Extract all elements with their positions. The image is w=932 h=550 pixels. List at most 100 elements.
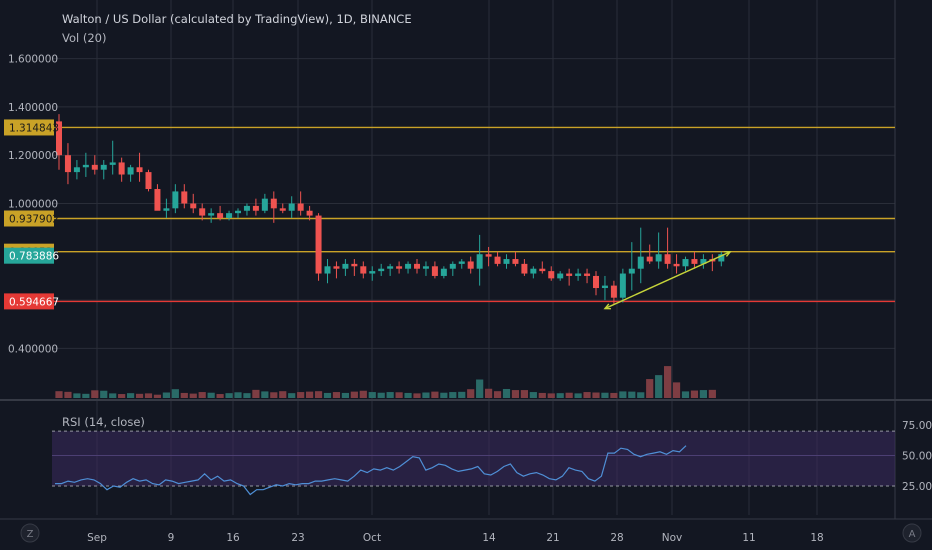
candle-body [369, 271, 376, 274]
candle-body [449, 263, 456, 269]
volume-bar [243, 393, 251, 398]
volume-bar [100, 390, 108, 398]
candle-body [405, 263, 412, 269]
volume-bar [198, 392, 206, 398]
trendline-arrowhead [603, 303, 611, 310]
volume-bar [279, 391, 287, 398]
price-label-value: 1.314843 [9, 122, 59, 134]
candle-body [324, 266, 331, 274]
candle-body [118, 162, 125, 175]
candle-body [64, 155, 71, 173]
candle-body [154, 189, 161, 211]
candle-body [306, 210, 313, 216]
candle-body [548, 271, 555, 279]
candle-body [431, 266, 438, 276]
candle-body [655, 254, 662, 262]
candle-body [503, 259, 510, 264]
volume-bar [306, 391, 314, 398]
volume-bar [413, 393, 421, 398]
volume-bar [574, 393, 582, 398]
trendline-arrowhead [724, 250, 732, 257]
candle-body [199, 208, 206, 216]
axes: 1.600000 1.400000 1.200000 1.000000 0.400000… [4, 54, 932, 544]
candle-body [91, 164, 98, 170]
candle-body [243, 205, 250, 211]
candle-body [163, 208, 170, 211]
candle-body [82, 164, 89, 168]
candle-body [619, 273, 626, 298]
candle-body [378, 268, 385, 272]
volume-bar [655, 375, 663, 398]
volume-bar [440, 392, 448, 398]
candle-body [56, 121, 62, 156]
volume-bar [189, 393, 197, 398]
candle-body [440, 268, 447, 276]
volume-bar [118, 394, 126, 398]
candle-body [682, 259, 689, 267]
candle-body [718, 254, 725, 262]
volume-bar [458, 391, 466, 398]
rsi-band [52, 431, 895, 486]
price-tick-label: 1.600000 [8, 54, 58, 66]
volume-bar [449, 392, 457, 398]
volume-bar [672, 382, 681, 398]
horizontal-lines [52, 126, 895, 303]
volume-bar [699, 390, 707, 398]
candle-body [530, 268, 537, 274]
time-tick-label: 28 [610, 532, 623, 544]
candle-body [172, 191, 179, 209]
price-label-value: 0.594667 [9, 296, 59, 308]
volume-bar [180, 392, 188, 398]
candle-body [73, 167, 80, 173]
volume-bar [520, 390, 528, 398]
volume-bar [547, 393, 555, 398]
volume-bar [55, 391, 63, 398]
price-tick-label: 1.200000 [8, 150, 58, 162]
volume-bar [485, 388, 493, 398]
price-label-tag [4, 293, 54, 310]
auto-scale-button[interactable]: A [902, 523, 922, 543]
volume-bar [144, 393, 153, 398]
candle-body [637, 256, 644, 269]
time-tick-label: Nov [662, 532, 683, 544]
candle-body [494, 256, 501, 264]
volume-bar [628, 391, 636, 398]
candle-body [190, 203, 197, 209]
time-tick-label: Sep [87, 532, 107, 544]
rsi-pane [52, 430, 895, 496]
candle-body [342, 263, 349, 269]
volume-bar [341, 392, 349, 398]
trendline-segment [604, 251, 731, 310]
volume-bar [565, 392, 573, 398]
volume-bar [404, 392, 412, 398]
volume-bar [323, 392, 332, 398]
volume-bar [109, 393, 117, 398]
candle-body [252, 205, 259, 211]
trendline[interactable] [603, 250, 732, 310]
volume-bar [350, 391, 358, 398]
grid [0, 0, 932, 520]
candle-body [288, 203, 295, 211]
candle-body [673, 263, 680, 267]
volume-bar [288, 393, 296, 398]
auto-scale-icon: A [909, 529, 916, 540]
volume-bar [252, 389, 260, 398]
volume-bar [297, 392, 305, 398]
candle-body [584, 273, 591, 276]
candle-body [422, 266, 429, 269]
price-label-tag [4, 119, 54, 136]
candle-body [396, 266, 403, 269]
volume-bar [171, 389, 179, 398]
rsi-tick-label: 50.00 [902, 451, 932, 463]
volume-bar [592, 392, 600, 398]
scale-mode-button[interactable]: Z [20, 523, 40, 543]
candle-body [270, 198, 277, 209]
candle-body [127, 167, 134, 175]
candle-body [664, 254, 671, 264]
candle-body [414, 263, 420, 269]
volume-bar [368, 392, 376, 398]
volume-bar [708, 389, 716, 398]
volume-bar [583, 392, 591, 398]
volume-bar [690, 390, 699, 398]
